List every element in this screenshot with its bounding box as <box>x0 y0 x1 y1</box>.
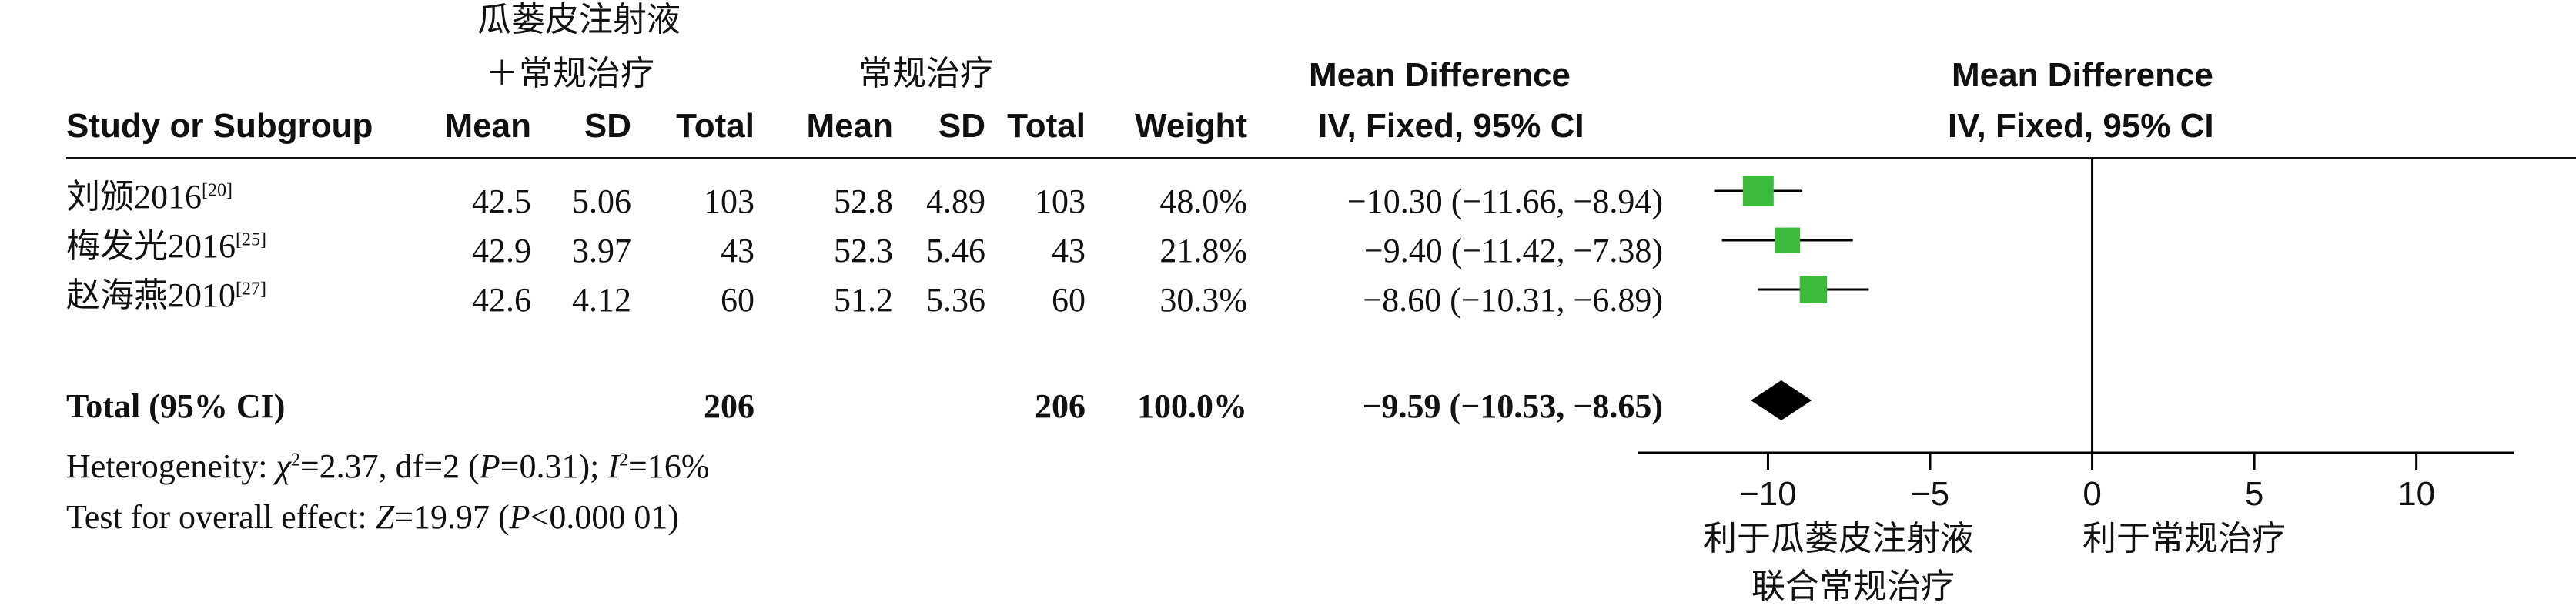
study-total1: 60 <box>721 281 754 319</box>
study-ref: [25] <box>236 229 266 250</box>
x-axis-tick-label: 0 <box>2083 475 2101 513</box>
oe-prefix: Test for overall effect: <box>66 498 376 536</box>
oe-p-rest: <0.000 01) <box>530 498 680 536</box>
study-sd1: 3.97 <box>572 232 631 270</box>
study-mean2: 51.2 <box>834 281 893 319</box>
favours-right: 利于常规治疗 <box>2083 519 2286 558</box>
total2-header: Total <box>1007 107 1086 145</box>
study-name-text: 梅发光2016 <box>66 227 236 265</box>
heterogeneity-note: Heterogeneity: χ2=2.37, df=2 (P=0.31); I… <box>66 447 709 487</box>
het-i-sup: 2 <box>619 450 628 470</box>
study-name: 刘颁2016[20] <box>66 177 233 217</box>
md-header-sub: IV, Fixed, 95% CI <box>1318 107 1584 145</box>
study-marker <box>1742 176 1774 206</box>
oe-p: P <box>509 498 530 536</box>
study-ci: −10.30 (−11.66, −8.94) <box>1347 182 1663 220</box>
study-weight: 48.0% <box>1159 182 1247 220</box>
study-name-text: 刘颁2016 <box>66 178 202 216</box>
total1-header: Total <box>676 107 754 145</box>
het-i-rest: =16% <box>628 447 710 485</box>
het-chi-sup: 2 <box>290 450 300 470</box>
mean1-header: Mean <box>444 107 531 145</box>
study-total1: 103 <box>704 182 754 220</box>
mean2-header: Mean <box>806 107 893 145</box>
favours-left-line2: 联合常规治疗 <box>1751 567 1955 606</box>
study-total1: 43 <box>721 232 754 270</box>
study-ci: −9.40 (−11.42, −7.38) <box>1363 232 1663 270</box>
group1-header-line1: 瓜蒌皮注射液 <box>477 0 681 39</box>
oe-z: Z <box>375 498 395 536</box>
het-p: P <box>479 447 500 485</box>
study-sd2: 5.46 <box>926 232 985 270</box>
total-ci: −9.59 (−10.53, −8.65) <box>1362 387 1663 425</box>
het-p-rest: =0.31); <box>500 447 608 485</box>
study-sd1: 4.12 <box>572 281 631 319</box>
study-mean1: 42.9 <box>472 232 531 270</box>
x-axis-tick-label: −10 <box>1739 475 1797 513</box>
x-axis-tick-label: −5 <box>1911 475 1949 513</box>
oe-z-rest: =19.97 ( <box>394 498 510 536</box>
study-ci: −8.60 (−10.31, −6.89) <box>1363 281 1663 319</box>
plot-header-title: Mean Difference <box>1952 56 2213 94</box>
study-marker <box>1799 276 1828 303</box>
study-sd2: 5.36 <box>926 281 985 319</box>
favours-left-line1: 利于瓜蒌皮注射液 <box>1703 519 1974 558</box>
weight-header: Weight <box>1135 107 1247 145</box>
study-total2: 60 <box>1052 281 1086 319</box>
study-mean2: 52.8 <box>834 182 893 220</box>
study-weight: 21.8% <box>1159 232 1247 270</box>
study-mean1: 42.6 <box>472 281 531 319</box>
x-axis-tick-label: 5 <box>2245 475 2263 513</box>
pooled-diamond <box>1751 380 1812 420</box>
md-header-title: Mean Difference <box>1309 56 1571 94</box>
study-header: Study or Subgroup <box>66 107 373 145</box>
sd2-header: SD <box>938 107 985 145</box>
study-weight: 30.3% <box>1159 281 1247 319</box>
total-weight: 100.0% <box>1137 387 1247 425</box>
study-marker <box>1775 227 1801 253</box>
study-name: 赵海燕2010[27] <box>66 276 266 316</box>
study-sd1: 5.06 <box>572 182 631 220</box>
study-mean1: 42.5 <box>472 182 531 220</box>
study-total2: 103 <box>1035 182 1086 220</box>
group1-header-line2: ＋常规治疗 <box>485 54 654 93</box>
study-sd2: 4.89 <box>926 182 985 220</box>
x-axis-tick-label: 10 <box>2397 475 2435 513</box>
group2-header: 常规治疗 <box>858 54 994 93</box>
het-i: I <box>607 447 619 485</box>
study-mean2: 52.3 <box>834 232 893 270</box>
study-name-text: 赵海燕2010 <box>66 276 236 314</box>
total-label: Total (95% CI) <box>66 387 286 425</box>
study-ref: [20] <box>202 180 233 201</box>
plot-header-sub: IV, Fixed, 95% CI <box>1948 107 2214 145</box>
header-rule <box>66 157 2576 159</box>
total-total2: 206 <box>1035 387 1086 425</box>
het-chi: χ <box>276 447 291 485</box>
study-total2: 43 <box>1052 232 1086 270</box>
het-chi-rest: =2.37, df=2 ( <box>299 447 480 485</box>
study-ref: [27] <box>236 279 266 300</box>
total-total1: 206 <box>704 387 754 425</box>
overall-effect-note: Test for overall effect: Z=19.97 (P<0.00… <box>66 497 679 537</box>
sd1-header: SD <box>584 107 631 145</box>
study-name: 梅发光2016[25] <box>66 226 266 266</box>
het-prefix: Heterogeneity: <box>66 447 276 485</box>
